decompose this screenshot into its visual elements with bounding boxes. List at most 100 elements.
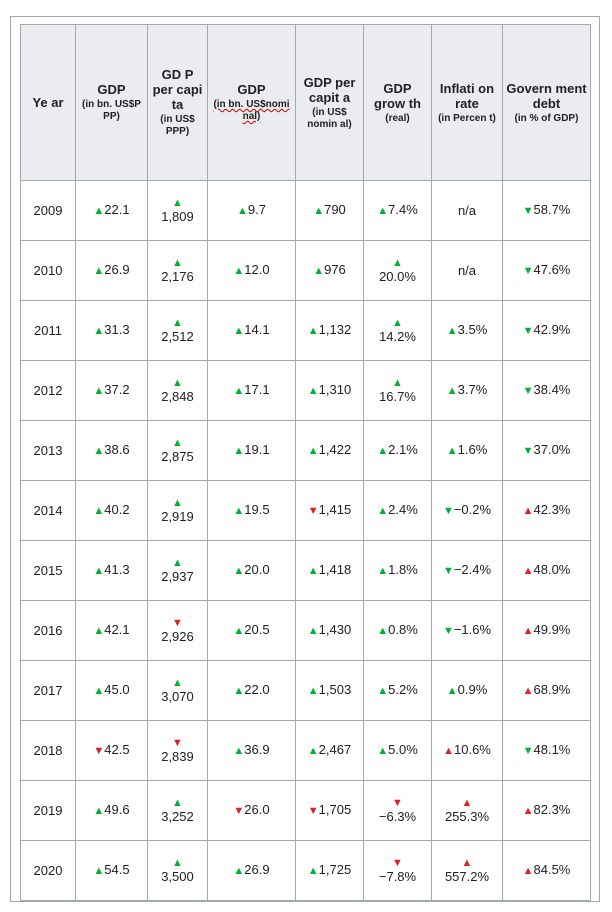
column-header: GDP (in bn. US$nomi nal) [207,24,296,181]
increase-arrow-icon: ▲ [446,385,458,397]
cell-value: 48.0% [533,562,571,577]
column-header: Ye ar [20,24,76,181]
data-cell: ▲2,467 [295,720,364,781]
column-header: Govern ment debt (in % of GDP) [502,24,591,181]
data-cell: ▲ 2,937 [147,540,208,601]
data-cell: ▲5.0% [363,720,432,781]
cell-value: 2.4% [388,502,418,517]
cell-value: −2.4% [453,562,492,577]
cell-value: 0.9% [457,682,488,697]
cell-value: 14.2% [379,328,416,344]
cell-value: 2,467 [318,742,352,757]
increase-arrow-icon: ▲ [307,385,319,397]
data-cell: ▲19.1 [207,420,296,481]
header-row: Ye ar GDP (in bn. US$P PP) GD P per capi ta… [20,24,591,181]
increase-arrow-icon: ▲ [233,565,245,577]
cell-value: 1,418 [318,562,352,577]
data-cell: ▲31.3 [75,300,148,361]
data-cell: ▲49.9% [502,600,591,661]
increase-arrow-icon: ▲ [307,445,319,457]
increase-arrow-icon: ▲ [93,265,105,277]
cell-value: 84.5% [533,862,571,877]
increase-arrow-icon: ▲ [93,865,105,877]
increase-arrow-icon: ▲ [307,865,319,877]
increase-arrow-icon: ▲ [172,376,183,389]
year-cell: 2016 [20,600,76,661]
decrease-arrow-icon: ▼ [392,796,403,809]
data-cell: ▲ 2,512 [147,300,208,361]
data-cell: ▲14.1 [207,300,296,361]
column-header-title: GD P per capi ta [152,67,203,112]
data-cell: ▲26.9 [207,840,296,901]
increase-arrow-icon: ▲ [446,445,458,457]
table-row: 2013 ▲38.6 ▲ 2,875 ▲19.1 ▲1,422 ▲2.1% ▲1.6% ▼37.… [20,420,591,481]
increase-arrow-icon: ▲ [233,685,245,697]
cell-value: 19.1 [244,442,270,457]
data-cell: ▲1,725 [295,840,364,901]
increase-arrow-icon: ▲ [233,385,245,397]
data-cell: ▲45.0 [75,660,148,721]
cell-value: 42.9% [533,322,571,337]
cell-value: 2,176 [161,268,194,284]
cell-value: 1,705 [318,802,352,817]
data-cell: ▲20.0 [207,540,296,601]
decrease-arrow-icon: ▼ [522,325,534,337]
increase-arrow-icon: ▲ [93,685,105,697]
table-body: 2009 ▲22.1 ▲ 1,809 ▲9.7 ▲790 ▲7.4% n/a ▼58.7% 201… [20,180,591,901]
data-cell: ▲9.7 [207,180,296,241]
increase-arrow-icon: ▲ [522,805,534,817]
data-cell: ▲2.4% [363,480,432,541]
increase-arrow-icon: ▲ [233,265,245,277]
year-cell: 2018 [20,720,76,781]
decrease-arrow-icon: ▼ [522,445,534,457]
table-row: 2020 ▲54.5 ▲ 3,500 ▲26.9 ▲1,725 ▼ −7.8% ▲ 557.2% ▲… [20,840,591,901]
increase-arrow-icon: ▲ [446,685,458,697]
cell-value: 557.2% [444,868,490,884]
data-cell: ▼ −6.3% [363,780,432,841]
cell-value: 26.9 [104,262,130,277]
column-header: Inflati on rate (in Percen t) [431,24,503,181]
data-cell: ▼37.0% [502,420,591,481]
cell-value: n/a [457,263,477,278]
column-header: GDP grow th (real) [363,24,432,181]
data-cell: ▲ 2,848 [147,360,208,421]
data-cell: ▼42.9% [502,300,591,361]
increase-arrow-icon: ▲ [237,205,248,217]
cell-value: 82.3% [533,802,571,817]
decrease-arrow-icon: ▼ [522,385,534,397]
cell-value: 1,725 [318,862,352,877]
data-cell: ▲0.9% [431,660,503,721]
data-cell: ▲3.7% [431,360,503,421]
cell-value: 16.7% [379,388,416,404]
increase-arrow-icon: ▲ [93,805,105,817]
data-cell: ▲20.5 [207,600,296,661]
data-cell: ▲26.9 [75,240,148,301]
table-row: 2010 ▲26.9 ▲ 2,176 ▲12.0 ▲976 ▲ 20.0% n/a ▼47.6% [20,240,591,301]
cell-value: 10.6% [454,742,491,757]
cell-value: 2,839 [161,748,194,764]
cell-value: 47.6% [533,262,571,277]
data-cell: ▲68.9% [502,660,591,721]
cell-value: n/a [457,203,477,218]
data-cell: ▲12.0 [207,240,296,301]
table-row: 2015 ▲41.3 ▲ 2,937 ▲20.0 ▲1,418 ▲1.8% ▼−2.4% ▲48… [20,540,591,601]
data-cell: ▼ 2,926 [147,600,208,661]
cell-value: 37.2 [104,382,130,397]
data-cell: ▲10.6% [431,720,503,781]
increase-arrow-icon: ▲ [93,565,105,577]
data-cell: ▲49.6 [75,780,148,841]
decrease-arrow-icon: ▼ [522,745,534,757]
data-cell: ▲17.1 [207,360,296,421]
year-cell: 2012 [20,360,76,421]
year-cell: 2017 [20,660,76,721]
data-cell: ▲1.8% [363,540,432,601]
data-cell: n/a [431,180,503,241]
column-header-title: Govern ment debt [506,80,587,111]
cell-value: 22.1 [104,202,130,217]
data-cell: ▲19.5 [207,480,296,541]
data-cell: ▲ 3,500 [147,840,208,901]
data-cell: ▼26.0 [207,780,296,841]
data-cell: ▲ 557.2% [431,840,503,901]
data-cell: ▲790 [295,180,364,241]
cell-value: 3,070 [161,688,194,704]
